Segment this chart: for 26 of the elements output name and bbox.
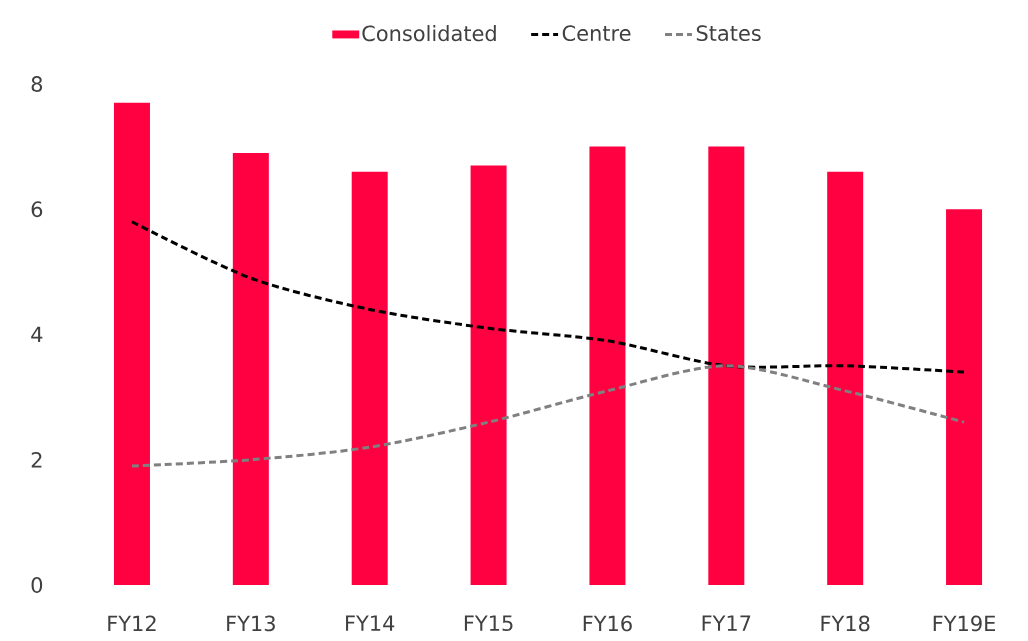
x-tick-label: FY15 xyxy=(464,615,513,632)
bar xyxy=(827,171,864,585)
x-tick-label: FY14 xyxy=(346,615,395,631)
x-tick-label: FY16 xyxy=(583,615,632,632)
bar xyxy=(946,209,983,585)
x-tick-label: FY19E xyxy=(933,615,996,632)
bar xyxy=(708,146,745,585)
x-tick-label: FY17 xyxy=(702,615,751,631)
y-tick-label: 0 xyxy=(31,577,43,593)
x-tick-label: FY12 xyxy=(108,615,156,632)
bar xyxy=(351,171,388,585)
legend-label: Consolidated xyxy=(362,25,496,42)
line-series xyxy=(130,220,966,374)
y-tick-label: 4 xyxy=(31,326,43,343)
legend-label: Centre xyxy=(562,25,631,42)
x-tick-label: FY18 xyxy=(821,615,870,632)
x-tick-label: FY13 xyxy=(227,615,275,632)
bar xyxy=(589,146,626,585)
y-tick-label: 2 xyxy=(31,451,42,468)
y-tick-label: 6 xyxy=(31,201,43,218)
line-series xyxy=(130,364,966,468)
bar xyxy=(470,165,507,585)
y-tick-label: 8 xyxy=(31,76,43,92)
bar xyxy=(113,102,150,585)
bar xyxy=(232,152,269,585)
legend-label: States xyxy=(696,25,761,42)
